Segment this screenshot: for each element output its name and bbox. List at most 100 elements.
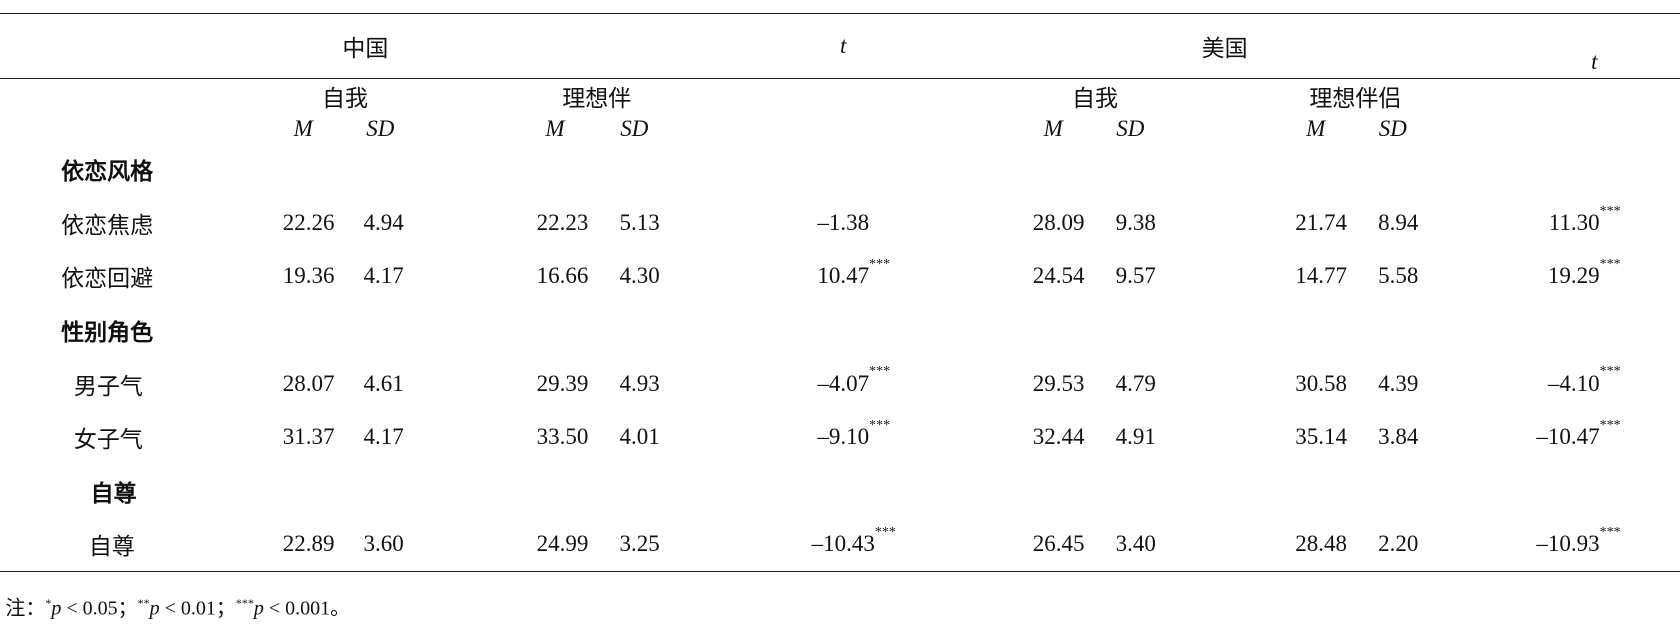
- t-value: –1.38: [817, 209, 870, 235]
- section-title: 依恋风格: [61, 159, 154, 185]
- cell: 4.01: [619, 424, 660, 450]
- cell: 21.74: [1295, 209, 1347, 235]
- cell: 19.36: [282, 263, 335, 289]
- note-prefix: 注：: [5, 597, 46, 620]
- t-value: –10.47: [1536, 424, 1600, 450]
- cell: 30.58: [1295, 370, 1347, 396]
- significance: ***: [1599, 364, 1621, 380]
- group-header: t: [1591, 49, 1598, 75]
- cell: 3.25: [619, 531, 660, 557]
- t-value: –10.93: [1536, 531, 1600, 557]
- significance: ***: [1599, 203, 1621, 219]
- t-cell: –4.07 ***: [817, 364, 890, 397]
- significance: ***: [869, 417, 891, 433]
- stat-header: M: [545, 115, 565, 141]
- cell: 31.37: [282, 424, 335, 450]
- t-cell: –4.10 ***: [1547, 364, 1621, 397]
- group-header: 中国: [342, 36, 389, 62]
- t-value: –9.10: [817, 424, 870, 450]
- cell: 14.77: [1295, 263, 1347, 289]
- t-cell: –9.10 ***: [817, 418, 890, 450]
- t-value: –4.10: [1547, 370, 1600, 396]
- note-var: p: [149, 597, 160, 620]
- bottom-rule: [0, 571, 1680, 572]
- stat-header: M: [1306, 115, 1326, 141]
- note-sup: *: [45, 596, 52, 611]
- group-header: t: [840, 33, 847, 59]
- cell: 9.38: [1115, 209, 1156, 235]
- cell: 16.66: [536, 263, 589, 289]
- cell: 33.50: [536, 424, 589, 450]
- cell: 24.99: [536, 531, 589, 557]
- cell: 29.53: [1032, 370, 1085, 396]
- note-sup: **: [137, 596, 150, 611]
- significance: ***: [1599, 257, 1621, 273]
- stat-header: M: [293, 115, 313, 141]
- t-cell: –10.43 ***: [811, 525, 896, 557]
- significance: ***: [869, 257, 891, 273]
- stat-header: SD: [1378, 115, 1407, 141]
- row-label: 自尊: [88, 534, 135, 560]
- significance: ***: [1599, 417, 1621, 433]
- row-label: 依恋回避: [61, 266, 154, 292]
- row-label: 依恋焦虑: [61, 212, 154, 238]
- subgroup-header: 理想伴: [562, 86, 632, 112]
- cell: 8.94: [1378, 209, 1419, 235]
- cell: 26.45: [1032, 531, 1085, 557]
- t-value: 10.47: [817, 263, 870, 289]
- cell: 22.89: [282, 531, 335, 557]
- cell: 9.57: [1115, 263, 1156, 289]
- note-text: < 0.01；: [159, 597, 236, 620]
- cell: 3.40: [1115, 531, 1156, 557]
- t-cell: –1.38: [817, 210, 869, 236]
- cell: 4.91: [1115, 424, 1156, 450]
- significance: ***: [1599, 524, 1621, 540]
- cell: 32.44: [1032, 424, 1085, 450]
- subgroup-header: 自我: [322, 86, 368, 112]
- cell: 29.39: [536, 370, 589, 396]
- cell: 28.07: [282, 370, 335, 396]
- cell: 28.09: [1032, 209, 1085, 235]
- t-value: –10.43: [811, 531, 875, 557]
- cell: 24.54: [1032, 263, 1085, 289]
- t-value: 19.29: [1547, 263, 1600, 289]
- cell: 4.93: [619, 370, 660, 396]
- cell: 4.17: [363, 263, 404, 289]
- cell: 4.94: [363, 209, 404, 235]
- note-text: < 0.001。: [263, 597, 351, 620]
- cell: 4.30: [619, 263, 660, 289]
- cell: 35.14: [1295, 424, 1347, 450]
- significance: ***: [874, 524, 896, 540]
- stat-header: SD: [1116, 115, 1145, 141]
- row-label: 女子气: [73, 427, 143, 453]
- note-var: p: [51, 597, 62, 620]
- t-cell: –10.47 ***: [1536, 418, 1620, 450]
- cell: 22.26: [282, 209, 335, 235]
- stat-header: M: [1043, 115, 1063, 141]
- cell: 3.60: [363, 531, 404, 557]
- cell: 22.23: [536, 209, 589, 235]
- cell: 5.13: [619, 209, 660, 235]
- cell: 4.17: [363, 424, 404, 450]
- top-rule: [0, 13, 1680, 14]
- subgroup-header: 自我: [1072, 86, 1118, 112]
- t-cell: 10.47 ***: [817, 257, 890, 289]
- t-value: 11.30: [1548, 209, 1600, 235]
- stat-header: SD: [620, 115, 649, 141]
- subgroup-header: 理想伴侣: [1309, 86, 1402, 112]
- cell: 5.58: [1378, 263, 1419, 289]
- cell: 4.39: [1378, 370, 1419, 396]
- cell: 4.61: [363, 370, 404, 396]
- group-header: 美国: [1201, 36, 1248, 62]
- cell: 2.20: [1378, 531, 1419, 557]
- note-sup: ***: [235, 596, 254, 611]
- section-title: 性别角色: [61, 320, 154, 345]
- cell: 3.84: [1378, 424, 1419, 450]
- note-text: < 0.05；: [61, 597, 138, 620]
- note-var: p: [253, 597, 264, 620]
- t-value: –4.07: [817, 370, 870, 396]
- cell: 4.79: [1115, 370, 1156, 396]
- significance: ***: [869, 364, 891, 380]
- note: 注：*p < 0.05；**p < 0.01；***p < 0.001。: [5, 592, 350, 621]
